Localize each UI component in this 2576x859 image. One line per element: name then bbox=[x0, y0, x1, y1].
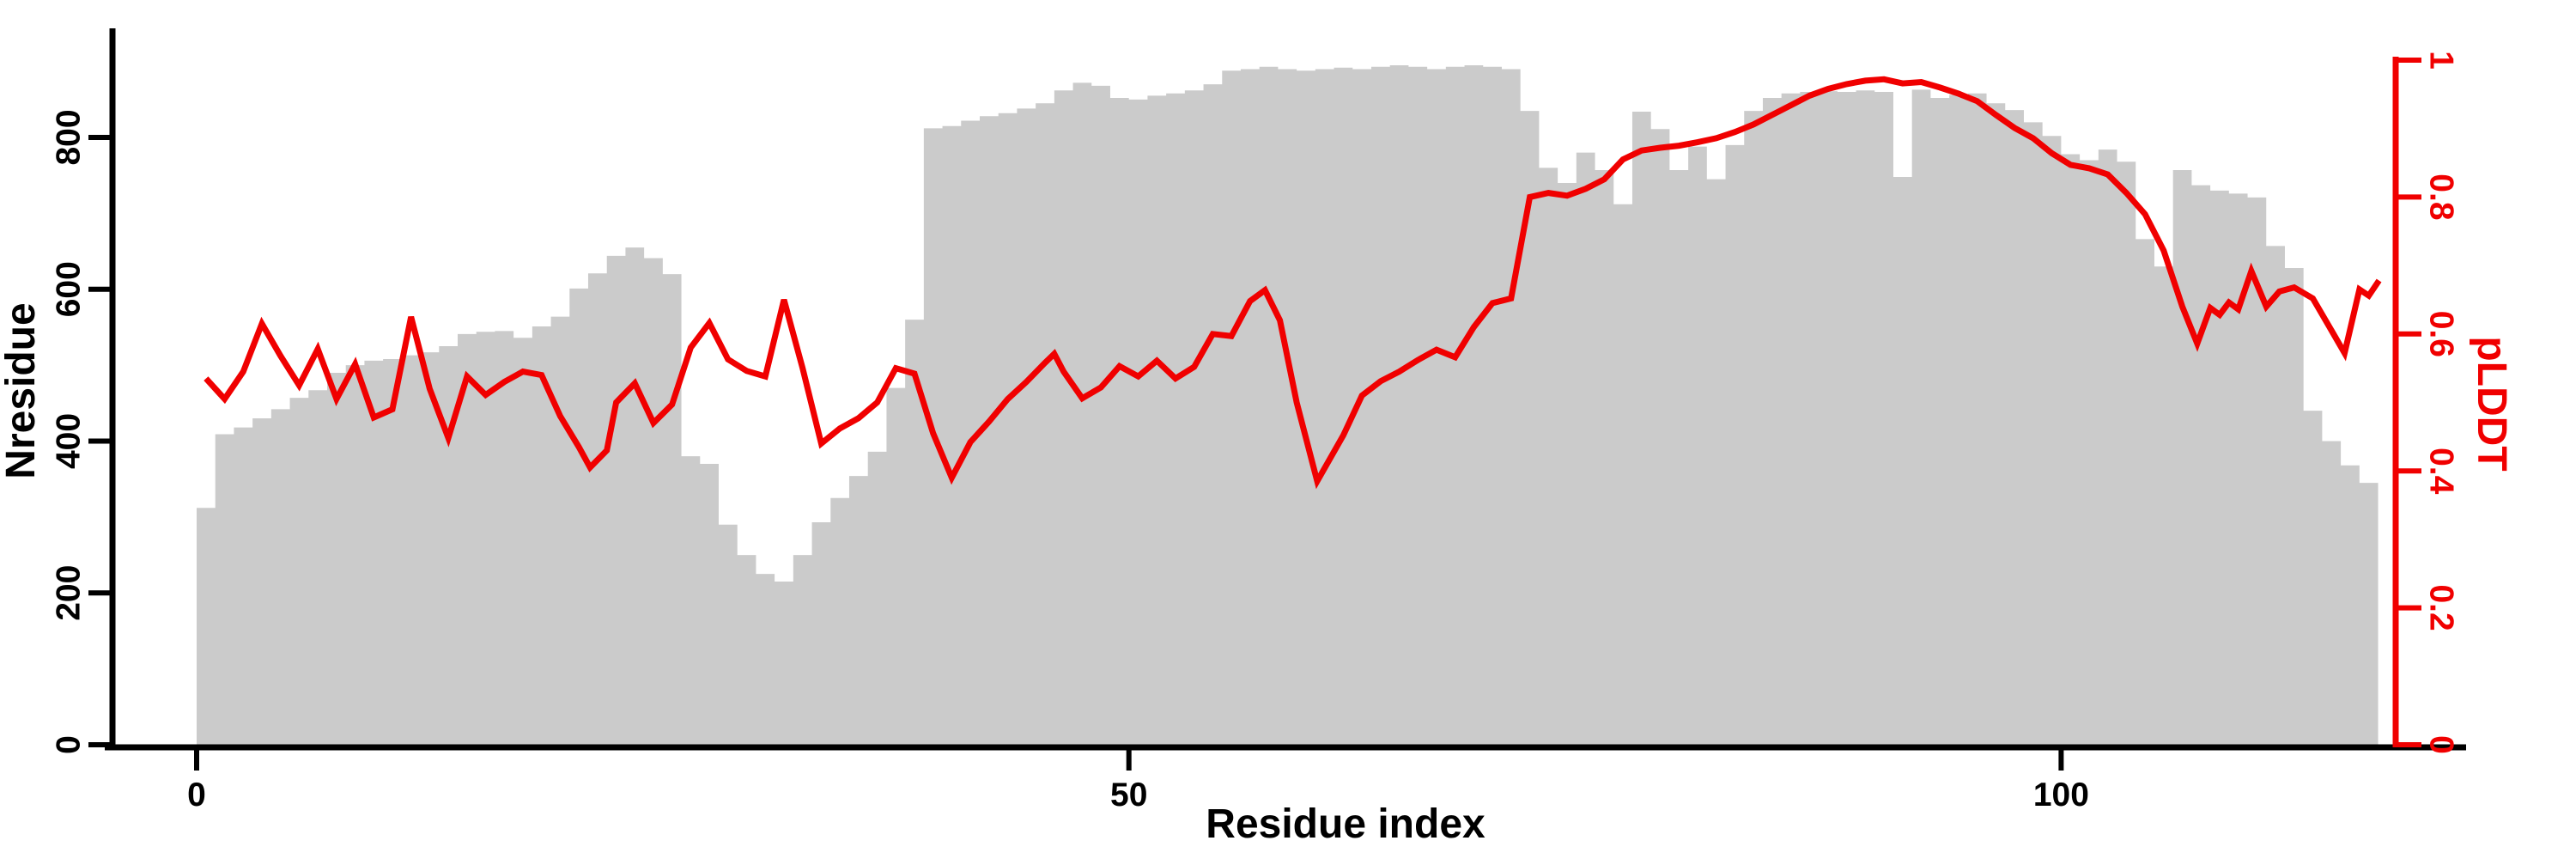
bars-series bbox=[197, 65, 2379, 746]
left-tick-label: 0 bbox=[51, 735, 88, 754]
tick-labels: 0 200 400 600 800 0 50 100 0 0.2 0.4 0.6 0.8 1 bbox=[51, 51, 2460, 813]
right-tick-label: 0.2 bbox=[2423, 584, 2460, 631]
plddt-line-series bbox=[204, 76, 2382, 490]
x-tick-label: 0 bbox=[187, 777, 206, 813]
left-tick-label: 200 bbox=[51, 565, 88, 621]
plddt-line bbox=[204, 76, 2382, 490]
x-tick-label: 50 bbox=[1110, 777, 1147, 813]
axes bbox=[105, 28, 2466, 751]
right-tick-label: 0 bbox=[2423, 735, 2460, 754]
x-axis-title: Residue index bbox=[1206, 801, 1485, 847]
right-tick-label: 0.6 bbox=[2423, 311, 2460, 357]
left-axis-title: Nresidue bbox=[0, 302, 44, 478]
left-tick-label: 800 bbox=[51, 109, 88, 165]
left-tick-label: 400 bbox=[51, 413, 88, 469]
right-tick-label: 0.8 bbox=[2423, 174, 2460, 220]
tick-marks bbox=[88, 58, 2421, 771]
right-axis-title: pLDDT bbox=[2469, 336, 2514, 471]
right-tick-label: 0.4 bbox=[2423, 448, 2460, 495]
left-tick-label: 600 bbox=[51, 261, 88, 317]
nresidue-bars bbox=[197, 65, 2379, 746]
x-tick-label: 100 bbox=[2033, 777, 2089, 813]
right-tick-label: 1 bbox=[2423, 51, 2460, 70]
